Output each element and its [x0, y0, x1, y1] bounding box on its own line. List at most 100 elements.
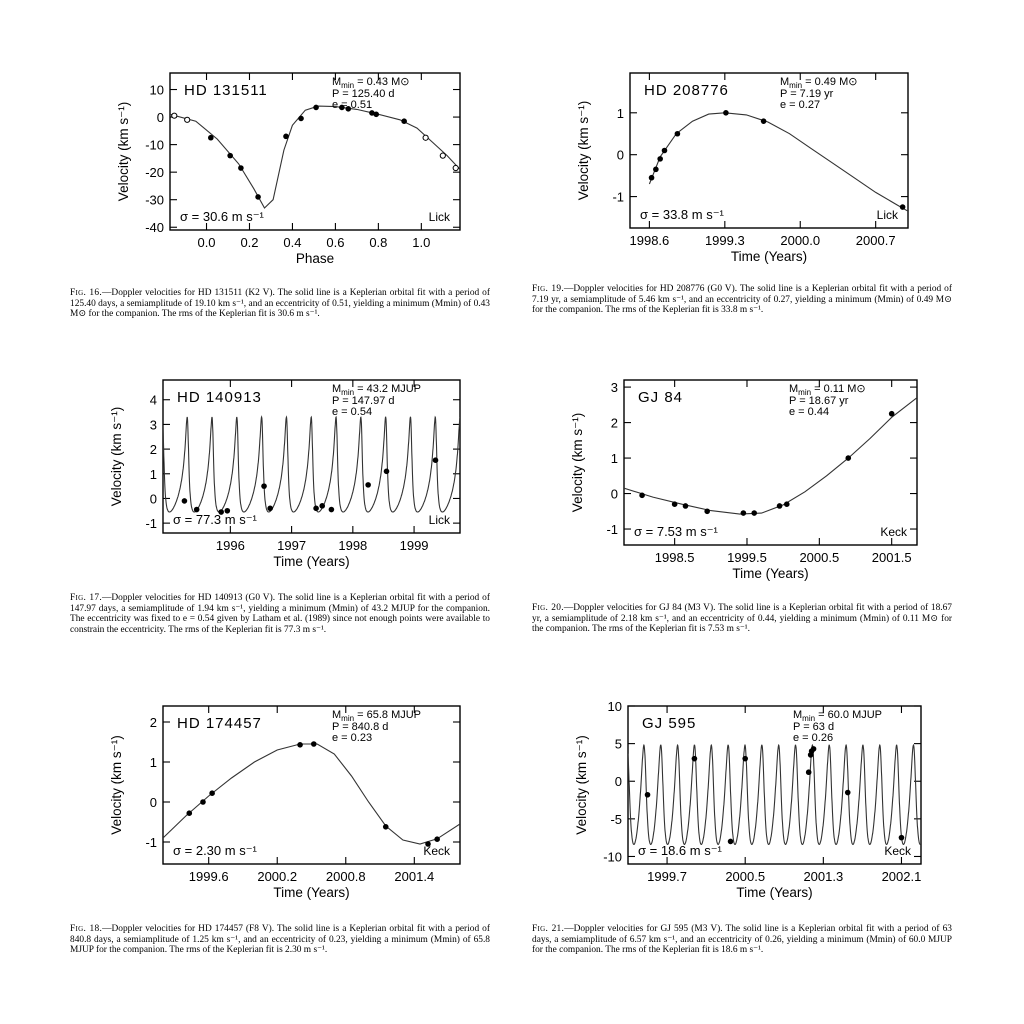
data-point	[898, 834, 905, 841]
x-tick-label: 1998	[338, 538, 367, 553]
fit-curve-group	[628, 743, 921, 845]
plot-frame	[162, 705, 461, 865]
data-point	[657, 156, 663, 162]
mmin-label: Mmin = 60.0 MJUP	[793, 709, 882, 723]
caption-fig17: Fig. 17.—Doppler velocities for HD 14091…	[70, 593, 490, 635]
data-point	[644, 791, 651, 798]
data-point	[369, 110, 375, 116]
mmin-label: Mmin = 0.49 M⊙	[780, 76, 857, 90]
x-tick-label: 2000.5	[725, 869, 765, 884]
data-point	[238, 165, 244, 171]
x-tick-label: 1996	[216, 538, 245, 553]
fit-curve-group	[170, 105, 460, 209]
x-axis-label: Time (Years)	[273, 885, 349, 900]
rms-label: σ = 77.3 m s⁻¹	[173, 512, 258, 527]
data-point	[727, 838, 734, 845]
caption-fig19: Fig. 19.—Doppler velocities for HD 20877…	[532, 284, 952, 316]
data-point	[888, 410, 895, 417]
data-point	[186, 810, 193, 816]
plot-hd174457: 1999.6 2000.2 2000.8 2001.4 2 1 0 -1 Time (Years…	[109, 705, 461, 900]
x-tick-label: 1998.6	[630, 233, 670, 248]
y-axis-label: Velocity (km s⁻¹)	[109, 735, 124, 834]
eccentricity-label: e = 0.51	[332, 99, 372, 111]
y-tick-label: 2	[611, 416, 618, 431]
star-name-label: HD 174457	[177, 715, 262, 732]
x-tick-label: 0.6	[326, 235, 344, 250]
y-tick-label: 10	[150, 83, 164, 98]
mmin-label: Mmin = 0.11 M⊙	[789, 383, 866, 397]
x-axis-label: Time (Years)	[273, 554, 349, 569]
keplerian-fit-line	[170, 105, 460, 209]
star-name-label: GJ 84	[638, 389, 683, 406]
fit-curve-group	[624, 397, 917, 515]
caption-fig18: Fig. 18.—Doppler velocities for HD 17445…	[70, 924, 490, 956]
fit-curve-group	[163, 743, 460, 845]
data-point	[704, 508, 710, 515]
data-point	[298, 115, 304, 122]
rms-label: σ = 7.53 m s⁻¹	[634, 524, 719, 539]
x-tick-label: 1999.5	[727, 550, 767, 565]
y-tick-label: -1	[606, 522, 618, 537]
y-tick-label: 1	[611, 451, 618, 466]
data-point	[255, 194, 261, 200]
y-tick-label: 3	[150, 417, 157, 432]
keplerian-fit-line	[163, 415, 460, 513]
y-tick-label: 1	[617, 106, 624, 121]
x-axis-label: Phase	[296, 251, 334, 266]
figure-19: 1998.6 1999.3 2000.0 2000.7 1 0 -1 Time (Years)…	[532, 55, 1012, 335]
data-point	[401, 118, 407, 125]
data-point	[227, 152, 233, 159]
plot-frame	[627, 705, 922, 865]
data-point	[810, 746, 817, 752]
data-point	[776, 503, 783, 509]
data-point	[283, 133, 289, 140]
y-tick-label: -5	[610, 812, 622, 827]
y-tick-label: 0	[611, 487, 618, 502]
y-axis-label: Velocity (km s⁻¹)	[116, 102, 131, 201]
observatory-label: Lick	[429, 210, 451, 224]
fit-curve-group	[648, 112, 908, 212]
eccentricity-label: e = 0.44	[789, 406, 829, 418]
x-tick-label: 0.0	[197, 235, 215, 250]
y-tick-label: -10	[145, 138, 164, 153]
data-point	[208, 134, 214, 141]
y-tick-label: 0	[157, 110, 164, 125]
x-tick-label: 1998.5	[655, 550, 695, 565]
observatory-label: Lick	[429, 513, 451, 527]
y-axis-label: Velocity (km s⁻¹)	[574, 735, 589, 834]
y-tick-label: -20	[145, 165, 164, 180]
keplerian-fit-line	[628, 743, 921, 845]
rms-label: σ = 33.8 m s⁻¹	[640, 207, 725, 222]
y-tick-label: 0	[617, 148, 624, 163]
y-tick-label: 2	[150, 442, 157, 457]
data-point	[639, 492, 645, 499]
x-tick-label: 2000.0	[780, 233, 820, 248]
data-point	[661, 147, 668, 154]
y-tick-label: -10	[603, 849, 622, 864]
keplerian-fit-line	[163, 743, 460, 845]
observatory-label: Keck	[880, 525, 908, 539]
rms-label: σ = 30.6 m s⁻¹	[180, 209, 265, 224]
data-point	[674, 130, 681, 137]
data-point	[425, 841, 431, 847]
data-point	[723, 109, 729, 116]
data-point	[432, 457, 439, 464]
period-label: P = 7.19 yr	[780, 88, 834, 100]
data-point	[751, 510, 758, 516]
observatory-label: Keck	[884, 844, 912, 858]
x-tick-label: 1999.6	[189, 869, 229, 884]
star-name-label: HD 140913	[177, 389, 262, 406]
open-data-point	[422, 134, 429, 141]
plot-frame	[629, 72, 909, 229]
period-label: P = 147.97 d	[332, 395, 395, 407]
data-point	[365, 482, 371, 488]
y-tick-label: 10	[608, 699, 622, 714]
caption-fig20: Fig. 20.—Doppler velocities for GJ 84 (M…	[532, 603, 952, 635]
data-point	[742, 755, 748, 762]
plot-hd131511: 0.0 0.2 0.4 0.6 0.8 1.0 10 0 -10 -20 -30 -40 Phase Ve…	[116, 72, 461, 266]
figure-21: 1999.7 2000.5 2001.3 2002.1 10 5 0 -5 -10 Time (Y…	[532, 690, 1012, 990]
star-name-label: HD 131511	[184, 82, 268, 99]
x-tick-label: 2001.3	[803, 869, 843, 884]
data-point	[434, 836, 440, 842]
y-tick-label: 0	[150, 491, 157, 506]
